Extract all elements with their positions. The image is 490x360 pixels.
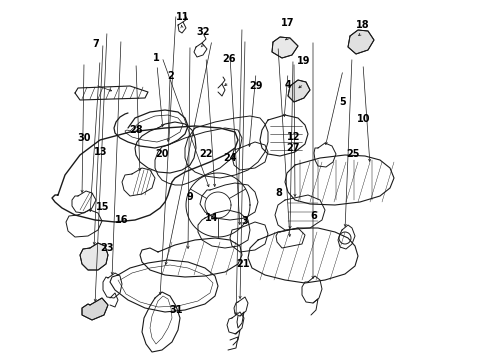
Text: 3: 3 bbox=[242, 216, 248, 226]
Text: 17: 17 bbox=[281, 18, 295, 28]
Text: 5: 5 bbox=[340, 97, 346, 107]
Text: 13: 13 bbox=[94, 147, 107, 157]
Text: 4: 4 bbox=[285, 80, 292, 90]
Text: 19: 19 bbox=[297, 56, 311, 66]
Text: 30: 30 bbox=[77, 133, 91, 143]
Text: 12: 12 bbox=[287, 132, 301, 142]
Polygon shape bbox=[80, 243, 108, 270]
Text: 7: 7 bbox=[92, 39, 99, 49]
Text: 2: 2 bbox=[167, 71, 174, 81]
Text: 15: 15 bbox=[96, 202, 110, 212]
Text: 26: 26 bbox=[222, 54, 236, 64]
Text: 27: 27 bbox=[286, 143, 300, 153]
Text: 11: 11 bbox=[176, 12, 190, 22]
Polygon shape bbox=[288, 80, 310, 102]
Text: 16: 16 bbox=[115, 215, 128, 225]
Text: 29: 29 bbox=[249, 81, 263, 91]
Text: 8: 8 bbox=[275, 188, 282, 198]
Text: 9: 9 bbox=[187, 192, 194, 202]
Text: 25: 25 bbox=[346, 149, 360, 159]
Text: 32: 32 bbox=[196, 27, 210, 37]
Text: 18: 18 bbox=[356, 20, 369, 30]
Text: 21: 21 bbox=[236, 258, 249, 269]
Text: 20: 20 bbox=[155, 149, 169, 159]
Polygon shape bbox=[272, 37, 298, 58]
Text: 6: 6 bbox=[310, 211, 317, 221]
Text: 22: 22 bbox=[199, 149, 213, 159]
Text: 14: 14 bbox=[205, 213, 219, 223]
Polygon shape bbox=[348, 30, 374, 54]
Text: 28: 28 bbox=[129, 125, 143, 135]
Text: 10: 10 bbox=[357, 114, 370, 124]
Text: 23: 23 bbox=[100, 243, 114, 253]
Text: 24: 24 bbox=[223, 153, 237, 163]
Text: 31: 31 bbox=[170, 305, 183, 315]
Polygon shape bbox=[82, 298, 108, 320]
Text: 1: 1 bbox=[153, 53, 160, 63]
